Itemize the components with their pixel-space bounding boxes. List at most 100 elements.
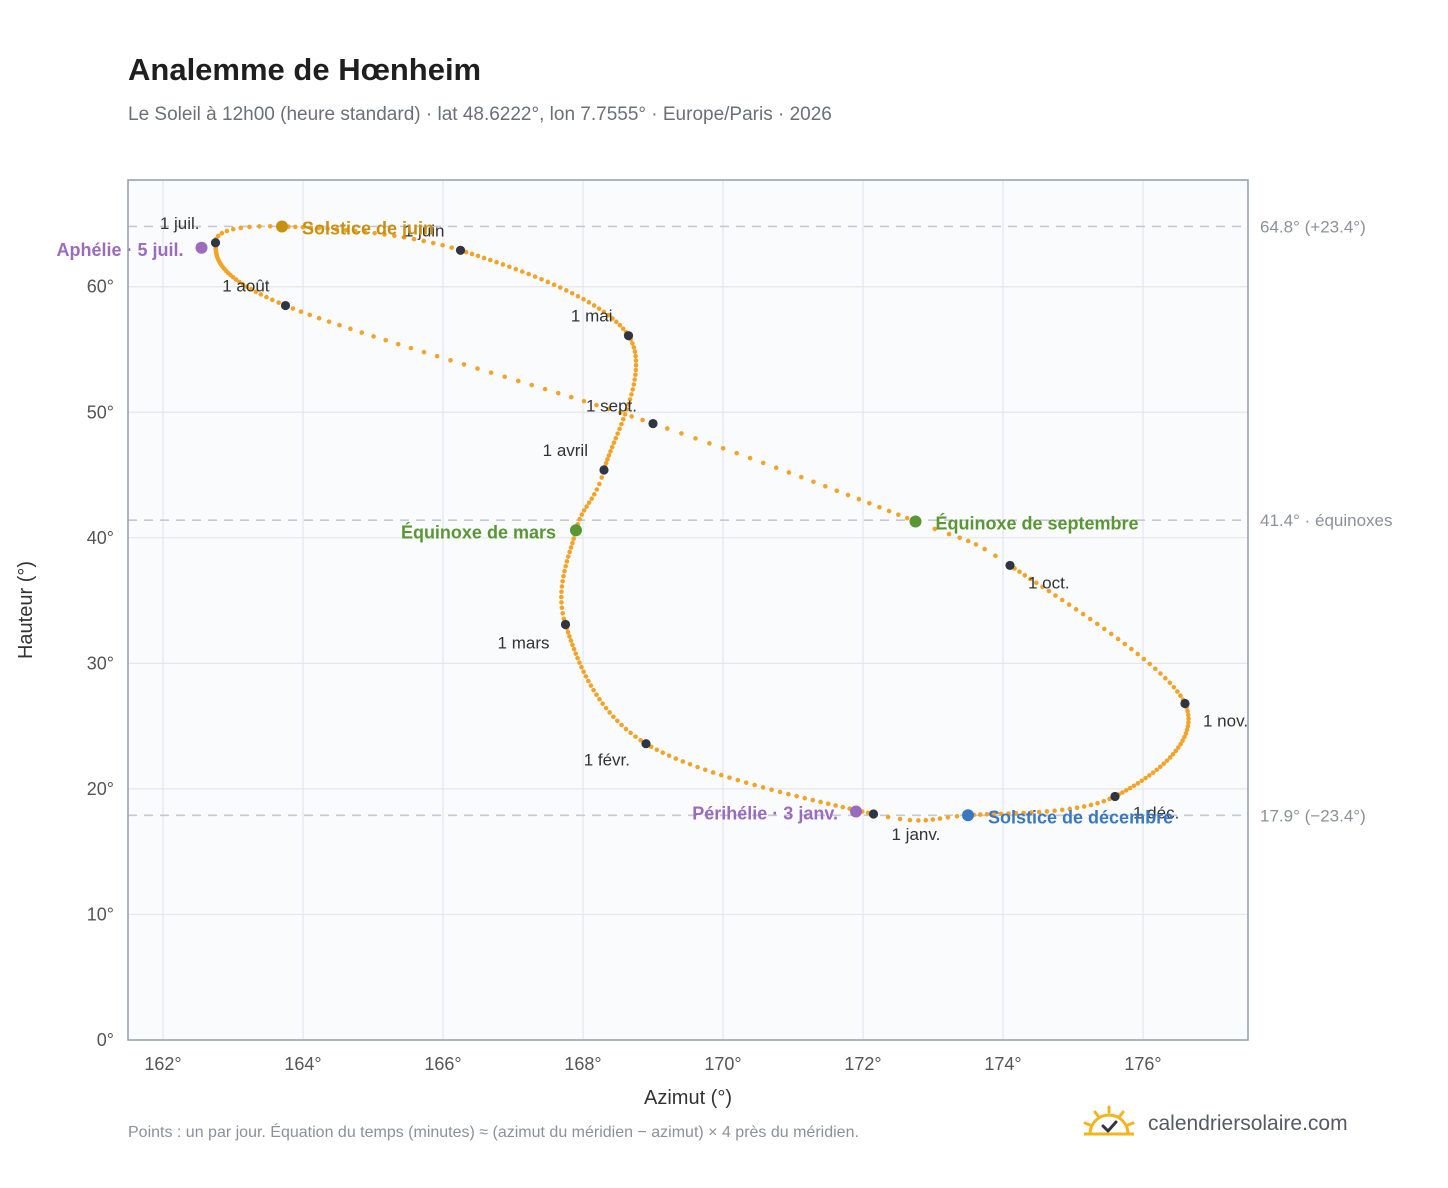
event-point	[909, 515, 922, 528]
daily-point	[760, 460, 766, 466]
daily-point	[606, 453, 612, 458]
daily-point	[1095, 800, 1100, 806]
daily-point	[567, 549, 572, 555]
month-label: 1 nov.	[1203, 712, 1248, 731]
daily-point	[559, 594, 564, 600]
month-label: 1 juin	[404, 221, 445, 240]
daily-point	[856, 496, 862, 502]
daily-point	[276, 300, 281, 305]
daily-point	[421, 349, 427, 355]
brand[interactable]: calendriersolaire.com	[1082, 1104, 1348, 1143]
daily-point	[596, 306, 602, 311]
daily-point	[1135, 651, 1141, 657]
daily-point	[945, 815, 951, 820]
daily-point	[581, 669, 586, 675]
daily-point	[240, 281, 246, 287]
daily-point	[622, 412, 628, 417]
event-point	[195, 241, 208, 254]
daily-point	[1158, 764, 1163, 770]
daily-point	[946, 531, 952, 537]
daily-point	[799, 474, 804, 480]
daily-point	[1094, 621, 1100, 627]
daily-point	[1059, 597, 1065, 603]
daily-point	[640, 417, 645, 423]
daily-point	[559, 605, 565, 611]
daily-point	[614, 319, 619, 325]
y-tick-label: 0°	[97, 1030, 114, 1050]
daily-point	[573, 651, 579, 656]
daily-point	[619, 722, 624, 728]
daily-point	[916, 818, 921, 823]
daily-point	[1127, 785, 1133, 791]
daily-point	[660, 750, 666, 756]
plot-frame	[127, 179, 1249, 1041]
daily-point	[618, 410, 623, 416]
daily-point	[298, 309, 304, 314]
month-label: 1 août	[222, 277, 270, 296]
daily-point	[957, 535, 963, 541]
daily-point	[1036, 809, 1042, 815]
daily-point	[1066, 602, 1072, 607]
daily-point	[575, 293, 581, 299]
daily-point	[760, 785, 766, 790]
month-label: 1 déc.	[1133, 803, 1179, 822]
daily-point	[1176, 745, 1181, 750]
daily-point	[769, 787, 774, 792]
daily-point	[502, 374, 508, 380]
daily-point	[362, 229, 368, 235]
daily-point	[589, 496, 594, 501]
daily-point	[421, 238, 426, 244]
x-tick-labels: 162° 164° 166° 168° 170° 172° 174° 176°	[144, 1054, 1161, 1074]
daily-point	[702, 767, 708, 773]
daily-point	[293, 224, 298, 230]
daily-point	[586, 500, 592, 505]
daily-point	[1152, 666, 1158, 672]
daily-point	[579, 664, 584, 670]
daily-point	[563, 563, 568, 569]
daily-point	[586, 300, 592, 305]
daily-point	[1028, 576, 1033, 582]
x-tick-label: 162°	[144, 1054, 181, 1074]
daily-point	[608, 449, 613, 454]
daily-point	[267, 223, 273, 229]
daily-point	[617, 426, 622, 432]
daily-point	[469, 251, 475, 257]
y-tick-label: 10°	[87, 904, 114, 924]
daily-point	[615, 718, 620, 724]
y-tick-label: 50°	[87, 402, 114, 422]
event-markers: Solstice de juin Solstice de décembre Équi…	[56, 218, 1173, 827]
daily-point	[930, 817, 936, 822]
month-point	[868, 809, 879, 819]
daily-point	[565, 630, 571, 635]
daily-point	[348, 326, 353, 332]
daily-point	[773, 465, 779, 471]
daily-point	[695, 764, 700, 770]
daily-point	[1184, 727, 1190, 733]
daily-point	[551, 282, 557, 287]
daily-point	[526, 271, 532, 277]
daily-point	[519, 269, 525, 274]
daily-point	[401, 235, 407, 240]
daily-point	[743, 780, 749, 785]
daily-point	[631, 382, 637, 387]
daily-point	[615, 431, 620, 436]
month-point	[1005, 560, 1015, 571]
daily-point	[623, 726, 629, 732]
daily-point	[633, 362, 639, 368]
daily-point	[430, 240, 436, 246]
daily-point	[1044, 809, 1050, 814]
daily-point	[253, 289, 259, 295]
daily-point	[372, 230, 377, 236]
event-label: Équinoxe de septembre	[936, 512, 1139, 533]
plot-area	[128, 180, 1248, 1040]
daily-point	[1006, 811, 1011, 816]
daily-point	[586, 678, 591, 684]
reference-lines: 64.8° (+23.4°) 41.4° · équinoxes 17.9° (−2…	[128, 217, 1393, 825]
daily-point	[823, 483, 828, 489]
daily-point	[617, 322, 623, 328]
daily-point	[720, 445, 726, 451]
y-tick-labels: 0° 10° 20° 30° 40° 50° 60°	[87, 277, 114, 1050]
daily-point	[607, 710, 612, 715]
daily-point	[1167, 680, 1173, 686]
